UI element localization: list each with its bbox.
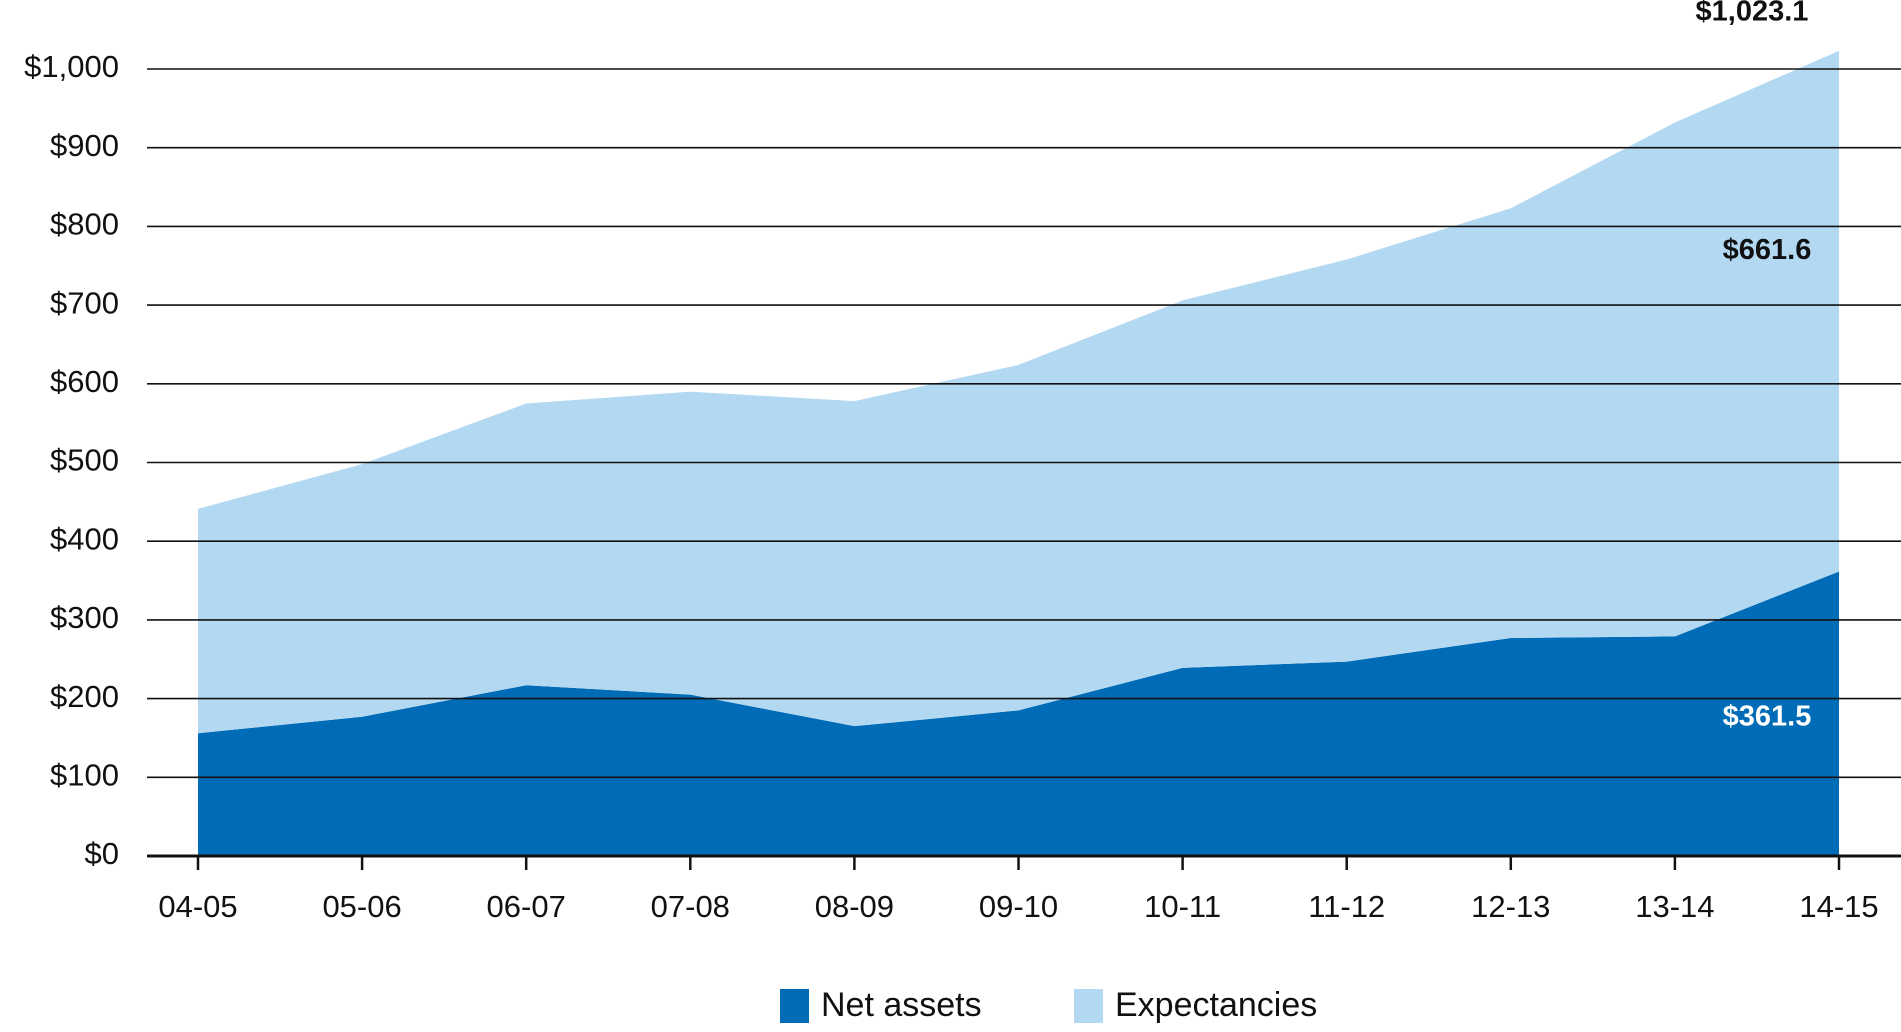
area — [198, 50, 1839, 734]
x-tick-label: 05-06 — [322, 889, 401, 924]
x-tick-label: 11-12 — [1308, 889, 1385, 924]
value-label: $661.6 — [1723, 234, 1812, 266]
x-tick-label: 08-09 — [815, 889, 894, 924]
y-tick-label: $700 — [50, 285, 119, 320]
y-tick-label: $400 — [50, 521, 119, 556]
x-tick-label: 12-13 — [1471, 889, 1550, 924]
x-tick-label: 10-11 — [1144, 889, 1221, 924]
legend-swatch — [780, 989, 809, 1023]
y-tick-label: $900 — [50, 128, 119, 163]
y-tick-label: $100 — [50, 757, 119, 792]
annotation: $1,023.1 — [1696, 0, 1809, 27]
legend-label: Expectancies — [1115, 986, 1317, 1024]
x-tick-label: 13-14 — [1635, 889, 1714, 924]
y-tick-label: $800 — [50, 207, 119, 242]
y-tick-label: $200 — [50, 679, 119, 714]
value-label: $361.5 — [1723, 700, 1812, 732]
x-tick-label: 07-08 — [651, 889, 730, 924]
area — [198, 571, 1839, 856]
x-tick-label: 09-10 — [979, 889, 1058, 924]
x-tick-label: 14-15 — [1799, 889, 1878, 924]
legend-label: Net assets — [821, 986, 982, 1024]
x-tick-label: 04-05 — [158, 889, 237, 924]
x-tick-label: 06-07 — [487, 889, 566, 924]
y-tick-label: $600 — [50, 364, 119, 399]
y-tick-label: $300 — [50, 600, 119, 635]
y-tick-label: $0 — [85, 836, 119, 871]
y-tick-label: $1,000 — [24, 49, 119, 84]
legend-swatch — [1074, 989, 1103, 1023]
y-tick-label: $500 — [50, 443, 119, 478]
